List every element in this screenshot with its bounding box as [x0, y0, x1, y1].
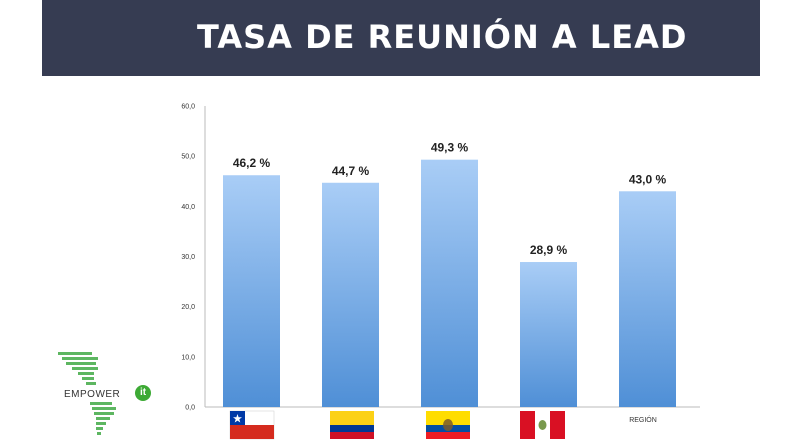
page-title: TASA DE REUNIÓN A LEAD: [197, 18, 688, 56]
data-label: 49,3 %: [431, 141, 469, 155]
peru-flag-icon: [520, 411, 565, 439]
ecuador-flag-icon: [426, 411, 470, 439]
data-label: 44,7 %: [332, 164, 370, 178]
y-tick-label: 20,0: [181, 304, 195, 311]
y-tick-label: 40,0: [181, 204, 195, 211]
bar-regi-n: [619, 191, 676, 407]
data-label: 46,2 %: [233, 156, 271, 170]
logo-text: EMPOWER: [64, 389, 121, 400]
americas-map-icon: [58, 352, 116, 435]
colombia-flag-icon: [330, 411, 374, 439]
y-tick-label: 60,0: [181, 104, 195, 111]
bars: [223, 159, 676, 407]
y-tick-label: 50,0: [181, 154, 195, 161]
empower-it-logo: EMPOWER it: [52, 350, 152, 440]
y-tick-label: 30,0: [181, 254, 195, 261]
chile-flag-icon: [229, 410, 275, 440]
bar-ecuador: [421, 159, 478, 407]
title-banner: TASA DE REUNIÓN A LEAD: [42, 0, 760, 76]
y-tick-label: 0,0: [185, 405, 195, 412]
bar-chile: [223, 175, 280, 407]
bar-colombia: [322, 182, 379, 407]
logo-badge: it: [135, 385, 151, 401]
bar-per-: [520, 262, 577, 407]
data-labels: 46,2 % 44,7 % 49,3 % 28,9 % 43,0 %: [233, 141, 667, 257]
y-tick-label: 10,0: [181, 354, 195, 361]
y-axis-ticks: 0,0 10,0 20,0 30,0 40,0 50,0 60,0: [181, 104, 195, 412]
category-label-region: REGIÓN: [629, 415, 657, 424]
data-label: 43,0 %: [629, 172, 667, 186]
data-label: 28,9 %: [530, 243, 568, 257]
